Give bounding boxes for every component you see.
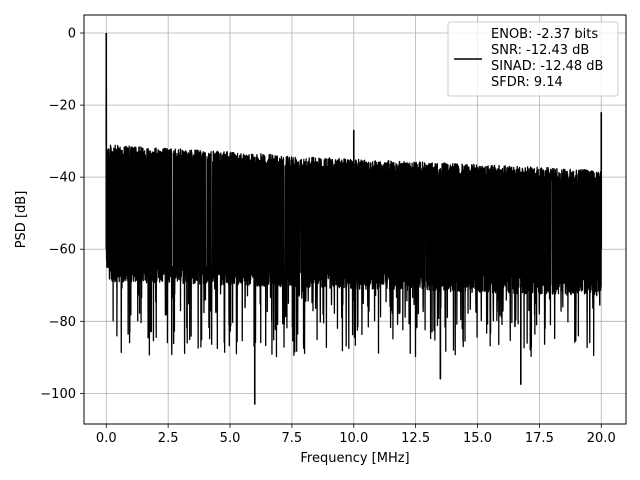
y-tick-label: 0 — [68, 27, 76, 42]
x-tick-label: 0.0 — [96, 431, 117, 446]
y-tick-label: −100 — [40, 387, 76, 402]
legend-frame — [447, 21, 619, 97]
x-tick-label: 15.0 — [463, 431, 492, 446]
series-layer — [105, 33, 603, 405]
y-axis-label: PSD [dB] — [14, 191, 29, 249]
y-axis: 0 −20 −40 −60 −80 −100 — [40, 27, 84, 402]
y-tick-label: −60 — [49, 243, 76, 258]
x-axis-label: Frequency [MHz] — [300, 451, 409, 466]
legend-entry: ENOB: -2.37 bits SNR: -12.43 dB SINAD: -12… — [491, 27, 603, 90]
x-axis: 0.0 2.5 5.0 7.5 10.0 12.5 15.0 17.5 20.0 — [96, 424, 616, 446]
x-tick-label: 20.0 — [587, 431, 616, 446]
x-tick-label: 10.0 — [339, 431, 368, 446]
y-tick-label: −80 — [49, 315, 76, 330]
psd-series-line — [105, 33, 602, 405]
legend: ENOB: -2.37 bits SNR: -12.43 dB SINAD: -12… — [447, 21, 619, 97]
x-tick-label: 12.5 — [401, 431, 430, 446]
y-tick-label: −40 — [49, 171, 76, 186]
x-tick-label: 2.5 — [158, 431, 179, 446]
x-tick-label: 5.0 — [220, 431, 241, 446]
y-tick-label: −20 — [49, 99, 76, 114]
plot-frame — [83, 14, 627, 425]
x-tick-label: 17.5 — [525, 431, 554, 446]
x-tick-label: 7.5 — [282, 431, 303, 446]
